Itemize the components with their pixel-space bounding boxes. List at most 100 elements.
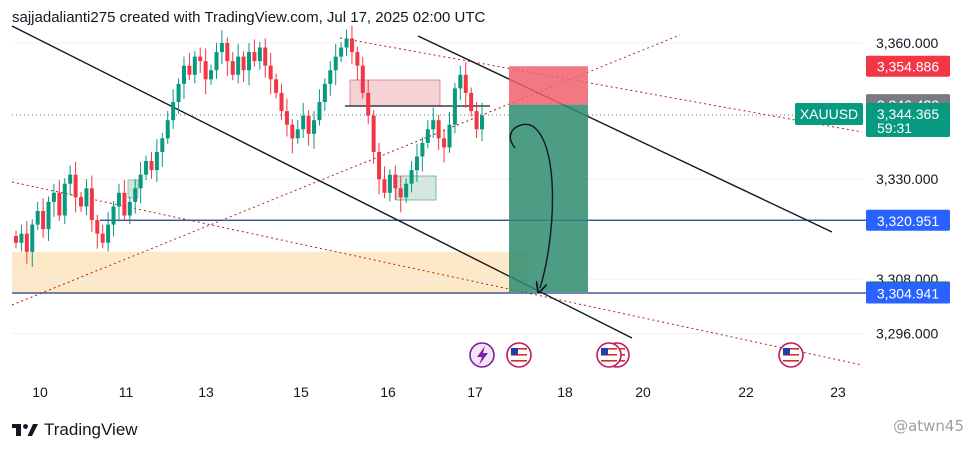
candle-body [192, 56, 197, 75]
candle-body [306, 115, 311, 134]
flag-stripe [511, 360, 527, 362]
candle-body [203, 61, 208, 80]
candle-body [133, 188, 138, 202]
candle-body [171, 102, 176, 121]
candle-body [404, 183, 409, 198]
candle-body [57, 192, 62, 216]
candle-body [431, 120, 436, 130]
candle-body [322, 83, 327, 103]
flag-stripe [511, 357, 527, 359]
candle-body [333, 56, 338, 71]
candle-body [24, 233, 29, 252]
candle-body [480, 115, 484, 130]
candle-body [247, 52, 251, 71]
candle-body [236, 56, 241, 75]
candle-body [122, 192, 127, 216]
candle-body [230, 61, 235, 75]
flag-stripe [511, 351, 527, 353]
candle-body [225, 43, 230, 62]
chart-caption: sajjadalianti275 created with TradingVie… [12, 9, 486, 26]
candle-body [377, 151, 382, 180]
candle-body [198, 56, 203, 62]
candle-body [219, 43, 224, 53]
candle-body [116, 192, 121, 207]
candle-body [382, 179, 387, 193]
candle-body [268, 65, 273, 80]
candle-body [301, 115, 306, 130]
candle-body [68, 174, 73, 184]
price-badge-current [866, 102, 950, 137]
supply-box [349, 79, 441, 107]
candle-body [409, 170, 414, 184]
candle-body [84, 188, 89, 207]
x-tick-label: 10 [32, 384, 48, 400]
take-profit-zone [509, 104, 588, 292]
price-badge-level-lower [866, 282, 950, 304]
brand-name: TradingView [44, 420, 138, 439]
candle-body [290, 124, 295, 139]
price-badge-text-level-lower: 3,304.941 [877, 285, 939, 301]
footer: TradingView [12, 420, 138, 440]
x-tick-label: 20 [635, 384, 651, 400]
candle-body [339, 47, 344, 57]
candle-body [387, 174, 392, 193]
flag-stripe [783, 351, 799, 353]
small-demand-box [127, 179, 139, 199]
lines-layer [11, 25, 866, 366]
candle-body [144, 161, 149, 175]
dotted-trendline-upper [339, 37, 863, 133]
candle-body [187, 65, 192, 75]
candle-body [425, 129, 430, 143]
candle-body [279, 92, 284, 112]
candle-body [79, 197, 84, 207]
flag-stripe [783, 360, 799, 362]
candle-body [51, 192, 56, 202]
candle-body [111, 206, 116, 225]
flag-stripe [601, 351, 617, 353]
candle-body [165, 120, 170, 139]
x-tick-label: 15 [293, 384, 309, 400]
candle-body [95, 220, 100, 234]
candle-body [295, 129, 300, 139]
y-tick-label: 3,360.000 [876, 35, 938, 51]
candle-body [452, 88, 457, 125]
candle-body [317, 102, 322, 121]
candle-body [106, 224, 111, 243]
price-badge-stop-loss [866, 55, 950, 77]
countdown-text: 59:31 [877, 120, 912, 136]
flag-stripe [783, 357, 799, 359]
x-tick-label: 16 [380, 384, 396, 400]
x-tick-label: 13 [198, 384, 214, 400]
candle-body [127, 201, 132, 216]
us-flag-event-icon [506, 342, 532, 368]
flag-stripe [601, 357, 617, 359]
flag-stripe [601, 354, 617, 356]
flag-stripe [783, 348, 799, 350]
lightning-event-icon [469, 342, 495, 368]
stop-loss-zone [509, 66, 588, 105]
us-flag-event-icon-3 [596, 342, 622, 368]
flag-stripe [601, 348, 617, 350]
flag-canton [783, 348, 790, 355]
candle-body [19, 233, 24, 243]
candle-body [241, 56, 246, 71]
x-tick-label: 18 [557, 384, 573, 400]
y-tick-label: 3,296.000 [876, 326, 938, 342]
candle-body [274, 79, 279, 93]
demand-zone [12, 251, 527, 293]
candle-body [458, 74, 463, 89]
candle-body [209, 70, 214, 80]
price-badge-text-current: 3,344.365 [877, 106, 939, 122]
x-tick-label: 11 [119, 384, 134, 400]
candle-body [414, 156, 419, 171]
projection-arrow [509, 123, 554, 288]
candle-body [252, 52, 257, 62]
candle-body [436, 120, 441, 139]
candle-body [154, 151, 159, 171]
candle-body [312, 120, 317, 134]
candle-body [398, 188, 403, 198]
flag-stripe [783, 354, 799, 356]
